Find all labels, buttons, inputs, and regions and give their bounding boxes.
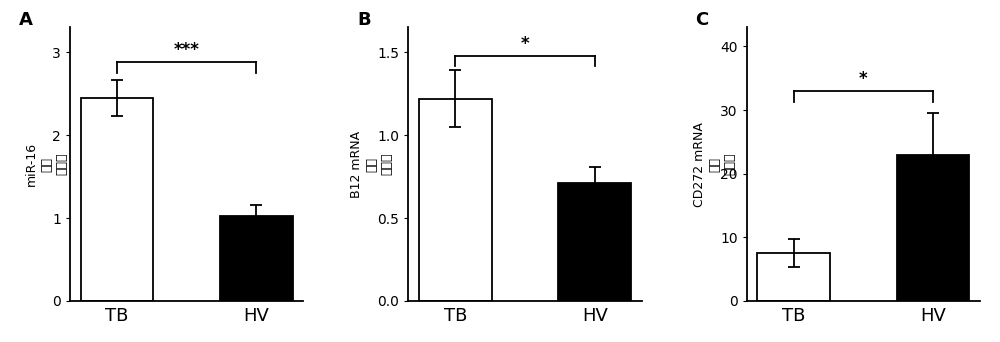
Bar [419, 98, 492, 301]
Text: B: B [357, 11, 371, 29]
Y-axis label: miR-16
相对
表达量: miR-16 相对 表达量 [25, 142, 68, 186]
Text: ***: *** [174, 41, 200, 60]
Bar [757, 253, 830, 301]
Y-axis label: CD272 mRNA
相对
表达量: CD272 mRNA 相对 表达量 [693, 122, 736, 207]
Text: *: * [521, 35, 529, 53]
Y-axis label: B12 mRNA
相对
表达量: B12 mRNA 相对 表达量 [350, 131, 393, 198]
Bar [220, 215, 293, 301]
Bar [897, 155, 969, 301]
Text: C: C [695, 11, 709, 29]
Text: *: * [859, 70, 868, 88]
Bar [81, 98, 153, 301]
Bar [558, 183, 631, 301]
Text: A: A [19, 11, 33, 29]
